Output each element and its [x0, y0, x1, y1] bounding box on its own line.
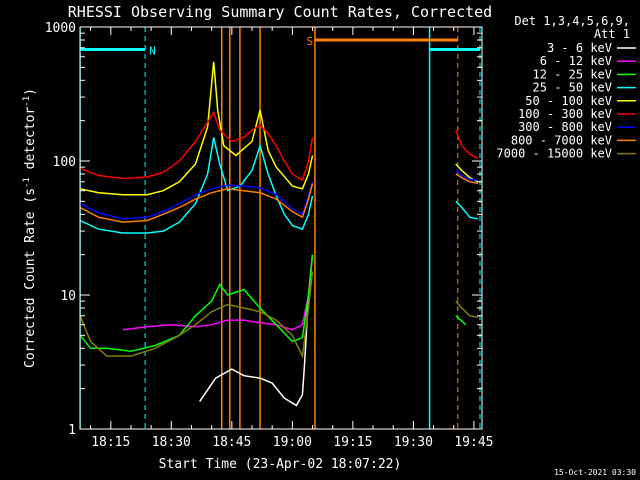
legend-label: 7000 - 15000 keV [496, 147, 612, 161]
series-line-2 [455, 315, 467, 326]
series-line-4 [80, 61, 314, 196]
x-tick-label: 19:15 [333, 435, 372, 450]
legend-label: 300 - 800 keV [518, 120, 612, 134]
series-line-6 [80, 181, 314, 220]
series-group [80, 61, 479, 407]
legend-label: 6 - 12 keV [540, 54, 612, 68]
y-tick-label: 1000 [45, 21, 76, 36]
series-line-6 [455, 169, 479, 181]
series-line-8 [455, 300, 479, 319]
series-line-8 [80, 271, 314, 359]
series-line-2 [80, 254, 314, 353]
legend-label: 25 - 50 keV [533, 81, 612, 95]
timestamp: 15-Oct-2021 03:30 [554, 468, 636, 477]
x-tick-label: 19:00 [273, 435, 312, 450]
x-tick-label: 19:30 [394, 435, 433, 450]
series-line-5 [80, 110, 314, 182]
legend-header-2: Att 1 [594, 27, 630, 41]
ylabel-sup-1: -1 [22, 177, 32, 188]
plot-frame [79, 26, 483, 430]
x-axis: 18:15 18:30 18:45 19:00 19:15 19:30 19:45 [90, 27, 494, 450]
ylabel-part-1: Corrected Count Rate (s [23, 188, 38, 368]
legend-label: 800 - 7000 keV [511, 133, 612, 147]
chart-title: RHESSI Observing Summary Count Rates, Co… [68, 3, 492, 21]
y-tick-label: 100 [53, 155, 76, 170]
legend-label: 12 - 25 keV [533, 67, 612, 81]
series-line-7 [80, 183, 314, 223]
series-line-3 [455, 200, 479, 220]
x-tick-label: 18:15 [91, 435, 130, 450]
legend-label: 3 - 6 keV [547, 41, 612, 55]
legend-label: 50 - 100 keV [525, 94, 612, 108]
ylabel-part-2: detector [23, 107, 38, 178]
ylabel-part-3: ) [23, 88, 38, 96]
flag-label-N: N [149, 44, 156, 57]
y-tick-label: 1 [68, 423, 76, 438]
y-axis-label: Corrected Count Rate (s-1 detector-1) [22, 88, 38, 368]
y-axis: 1 10 100 1000 [45, 21, 482, 438]
series-line-3 [80, 137, 314, 234]
series-line-5 [455, 129, 479, 159]
flag-label-S: S [306, 35, 313, 48]
series-line-1 [122, 254, 314, 331]
legend-label: 100 - 300 keV [518, 107, 612, 121]
ylabel-sup-2: -1 [22, 96, 32, 107]
x-axis-label: Start Time (23-Apr-02 18:07:22) [159, 457, 402, 472]
y-tick-label: 10 [60, 289, 76, 304]
legend-header-1: Det 1,3,4,5,6,9, [514, 14, 630, 28]
x-tick-label: 18:30 [152, 435, 191, 450]
flag-overlay [80, 27, 481, 429]
x-tick-label: 19:45 [454, 435, 493, 450]
series-line-0 [198, 254, 314, 407]
x-tick-label: 18:45 [212, 435, 251, 450]
series-line-7 [455, 173, 479, 185]
